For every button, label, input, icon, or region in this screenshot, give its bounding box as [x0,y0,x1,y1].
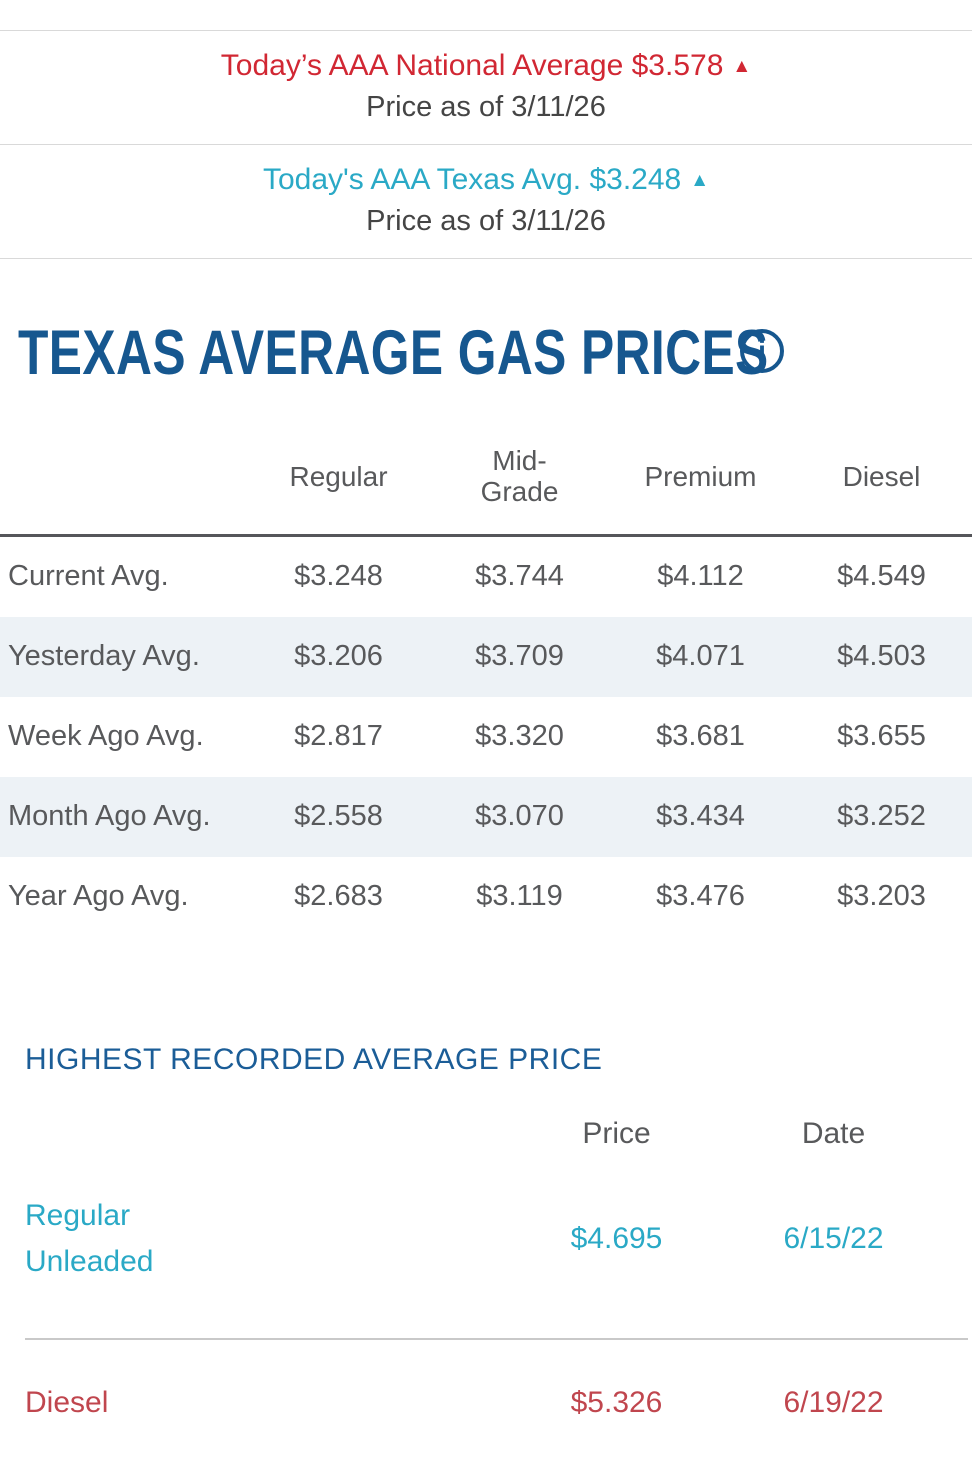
row-label: Diesel [25,1385,109,1419]
averages-table: Current Avg. $3.248 $3.744 $4.112 $4.549… [0,533,972,937]
price-cell: $4.695 [570,1222,663,1256]
price-up-icon: ▲ [690,170,710,191]
texas-average-banner: Today's AAA Texas Avg. $3.248 ▲ Price as … [0,145,972,258]
table-row-yesterday: Yesterday Avg. $3.206 $3.709 $4.071 $4.5… [0,616,972,697]
date-cell: 6/19/22 [783,1385,884,1419]
column-header-midgrade: Mid-Grade [480,445,559,508]
price-cell: $3.070 [475,800,564,833]
row-label: Yesterday Avg. [8,640,200,673]
info-icon[interactable]: i [740,329,784,373]
column-header-diesel: Diesel [842,460,921,492]
highest-recorded-heading: HIGHEST RECORDED AVERAGE PRICE [25,1042,603,1076]
column-header-price: Price [582,1116,651,1150]
national-price-date: Price as of 3/11/26 [366,91,606,123]
table-row-year-ago: Year Ago Avg. $2.683 $3.119 $3.476 $3.20… [0,857,972,937]
divider [0,144,972,145]
price-cell: $3.434 [656,800,745,833]
national-average-banner: Today’s AAA National Average $3.578 ▲ Pri… [0,31,972,144]
price-cell: $4.549 [837,560,926,593]
divider [0,30,972,31]
national-average-text: Today’s AAA National Average $3.578 [220,49,724,82]
column-header-premium: Premium [644,460,757,492]
row-label: Regular Unleaded [25,1198,154,1279]
price-cell: $3.206 [294,640,383,673]
row-label: Month Ago Avg. [8,800,211,833]
row-label: Week Ago Avg. [8,720,204,753]
averages-table-header: Regular Mid-Grade Premium Diesel [0,445,972,534]
price-cell: $3.320 [475,720,564,753]
price-cell: $3.681 [656,720,745,753]
row-label: Year Ago Avg. [8,880,189,913]
price-cell: $4.112 [657,560,744,593]
price-cell: $2.817 [294,720,383,753]
national-average-link[interactable]: Today’s AAA National Average $3.578 ▲ [0,46,972,87]
top-whitespace [0,0,972,30]
highest-row-diesel: Diesel $5.326 6/19/22 [0,1340,972,1461]
price-cell: $2.683 [294,880,383,913]
texas-average-link[interactable]: Today's AAA Texas Avg. $3.248 ▲ [0,160,972,201]
price-up-icon: ▲ [732,56,752,77]
price-cell: $3.119 [476,880,563,913]
price-cell: $3.709 [475,640,564,673]
price-cell: $3.203 [837,880,926,913]
column-header-regular: Regular [289,460,388,492]
price-cell: $5.326 [570,1385,663,1419]
price-cell: $2.558 [294,800,383,833]
row-label: Current Avg. [8,560,169,593]
price-cell: $3.248 [294,560,383,593]
row-label-spacer [0,1117,508,1151]
texas-average-text: Today's AAA Texas Avg. $3.248 [262,163,682,196]
highest-row-regular-unleaded: Regular Unleaded $4.695 6/15/22 [0,1151,972,1338]
table-row-current: Current Avg. $3.248 $3.744 $4.112 $4.549 [0,537,972,617]
price-cell: $3.252 [837,800,926,833]
page-title: TEXAS AVERAGE GAS PRICES [18,318,769,388]
price-cell: $4.071 [656,640,745,673]
divider [0,258,972,259]
page-title-block: TEXAS AVERAGE GAS PRICES i [18,317,972,389]
texas-price-date: Price as of 3/11/26 [366,205,606,237]
price-cell: $3.476 [656,880,745,913]
price-cell: $4.503 [837,640,926,673]
divider [25,1337,968,1340]
highest-recorded-header: Price Date [0,1117,972,1151]
price-cell: $3.655 [837,720,926,753]
table-row-week-ago: Week Ago Avg. $2.817 $3.320 $3.681 $3.65… [0,697,972,777]
table-row-month-ago: Month Ago Avg. $2.558 $3.070 $3.434 $3.2… [0,776,972,857]
column-header-date: Date [801,1116,866,1150]
price-cell: $3.744 [475,560,564,593]
date-cell: 6/15/22 [783,1222,884,1256]
